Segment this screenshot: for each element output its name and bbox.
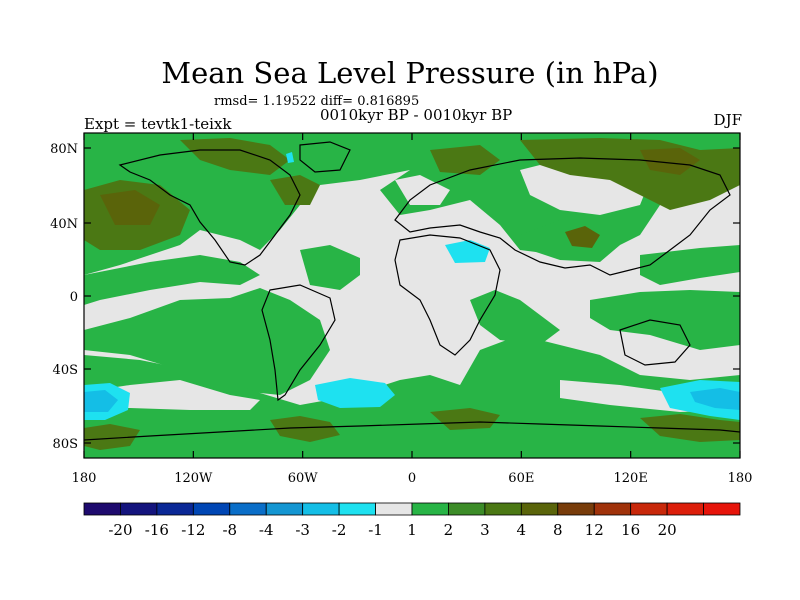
- colorbar-swatch: [666, 502, 704, 516]
- australia-coast: [619, 319, 691, 366]
- coastlines: [84, 141, 740, 441]
- map-axes: 80N 40N 0 40S 80S 180 120W 60W 0 60E 120E 180: [50, 133, 752, 486]
- eurasia-coast: [394, 157, 731, 276]
- colorbar-swatch: [593, 502, 632, 516]
- weak-negative-regions: [84, 388, 740, 412]
- colorbar-swatch: [120, 502, 158, 516]
- antarctic-dark-west: [84, 424, 140, 450]
- colorbar-swatch: [448, 502, 486, 516]
- colorbar-label: 4: [517, 521, 527, 539]
- lat-tick-label: 80S: [53, 437, 78, 452]
- colorbar-label: 3: [480, 521, 490, 539]
- colorbar-swatch: [484, 502, 522, 516]
- colorbar-label: -12: [181, 521, 205, 539]
- lon-tick-label: 60W: [288, 471, 319, 486]
- colorbar-label: 8: [553, 521, 563, 539]
- south-america-coast: [261, 284, 336, 402]
- north-pacific-band: [84, 255, 260, 305]
- tropical-pacific-west: [84, 288, 330, 395]
- siberia-brown: [640, 148, 700, 175]
- colorbar-label: 16: [621, 521, 640, 539]
- colorbar-swatch: [302, 502, 340, 516]
- lon-tick-label: 0: [408, 471, 416, 486]
- colorbar-label: 12: [585, 521, 604, 539]
- colorbar-label: -4: [259, 521, 274, 539]
- stats-label: rmsd= 1.19522 diff= 0.816895: [214, 94, 420, 109]
- canada-dark: [270, 175, 320, 205]
- colorbar-label: -2: [332, 521, 347, 539]
- antarctic-dark-east: [430, 408, 500, 430]
- south-ocean: [84, 335, 740, 458]
- colorbar-swatch: [703, 502, 741, 516]
- lon-tick-label: 60E: [508, 471, 534, 486]
- colorbar-swatch: [192, 502, 231, 516]
- colorbar-swatch: [229, 502, 267, 516]
- atlantic-patch: [300, 245, 360, 290]
- tropical-pacific-east: [590, 290, 740, 350]
- lon-tick-label: 120E: [614, 471, 648, 486]
- colorbar-label: 20: [658, 521, 677, 539]
- period-label: 0010kyr BP - 0010kyr BP: [320, 106, 513, 124]
- colorbar-swatch: [520, 502, 559, 516]
- lat-tick-label: 0: [70, 290, 78, 305]
- colorbar: -20 -16 -12 -8 -4 -3 -2 -1 1 2 3 4 8 12 16 20: [83, 502, 741, 539]
- east-pacific-north: [640, 245, 740, 285]
- north-america-coast: [118, 149, 301, 266]
- colorbar-swatch: [156, 502, 194, 516]
- peak-anomaly-regions: [100, 148, 700, 248]
- pacific-brown: [100, 190, 160, 225]
- colorbar-label: 2: [444, 521, 454, 539]
- season-label: DJF: [713, 111, 742, 129]
- lon-tick-label: 180: [72, 471, 97, 486]
- colorbar-swatch: [265, 502, 304, 516]
- tibet-brown: [565, 226, 600, 248]
- antarctic-dark-mid: [270, 416, 340, 442]
- lon-tick-label: 120W: [174, 471, 213, 486]
- greenland-coast: [299, 141, 351, 173]
- chart-title: Mean Sea Level Pressure (in hPa): [161, 56, 659, 90]
- colorbar-label: -16: [145, 521, 169, 539]
- colorbar-swatch: [83, 502, 121, 516]
- atlantic-south-cyan: [315, 378, 395, 408]
- colorbar-label: -8: [222, 521, 237, 539]
- pacific-core: [84, 390, 118, 412]
- lon-tick-label: 180: [728, 471, 753, 486]
- colorbar-swatch: [411, 502, 449, 516]
- lat-tick-label: 40S: [53, 363, 78, 378]
- experiment-label: Expt = tevtk1-teixk: [84, 115, 232, 133]
- greenland-dark: [180, 138, 290, 175]
- africa-tongue: [470, 290, 560, 345]
- lat-tick-label: 40N: [50, 217, 78, 232]
- lat-tick-label: 80N: [50, 142, 78, 157]
- arctic-cyan: [286, 152, 294, 163]
- colorbar-label: -1: [368, 521, 383, 539]
- colorbar-label: -3: [295, 521, 310, 539]
- colorbar-swatch: [338, 502, 376, 516]
- colorbar-swatch: [375, 502, 413, 516]
- map-field: [84, 133, 740, 458]
- colorbar-label: -20: [108, 521, 132, 539]
- africa-coast: [394, 234, 501, 356]
- colorbar-swatch: [557, 502, 595, 516]
- indian-core: [690, 388, 740, 410]
- antarctic-dark-right: [640, 414, 740, 442]
- colorbar-label: 1: [407, 521, 417, 539]
- colorbar-swatch: [630, 502, 668, 516]
- antarctica-coast: [84, 421, 740, 441]
